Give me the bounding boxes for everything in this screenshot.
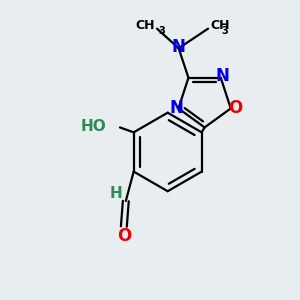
Text: 3: 3 [222, 26, 229, 36]
Text: N: N [169, 99, 183, 117]
Text: N: N [216, 67, 230, 85]
Text: H: H [110, 186, 122, 201]
Text: 3: 3 [158, 26, 165, 36]
Text: CH: CH [210, 19, 230, 32]
Text: O: O [229, 99, 243, 117]
Text: O: O [117, 227, 131, 245]
Text: CH: CH [136, 19, 155, 32]
Text: HO: HO [80, 119, 106, 134]
Text: N: N [172, 38, 186, 56]
